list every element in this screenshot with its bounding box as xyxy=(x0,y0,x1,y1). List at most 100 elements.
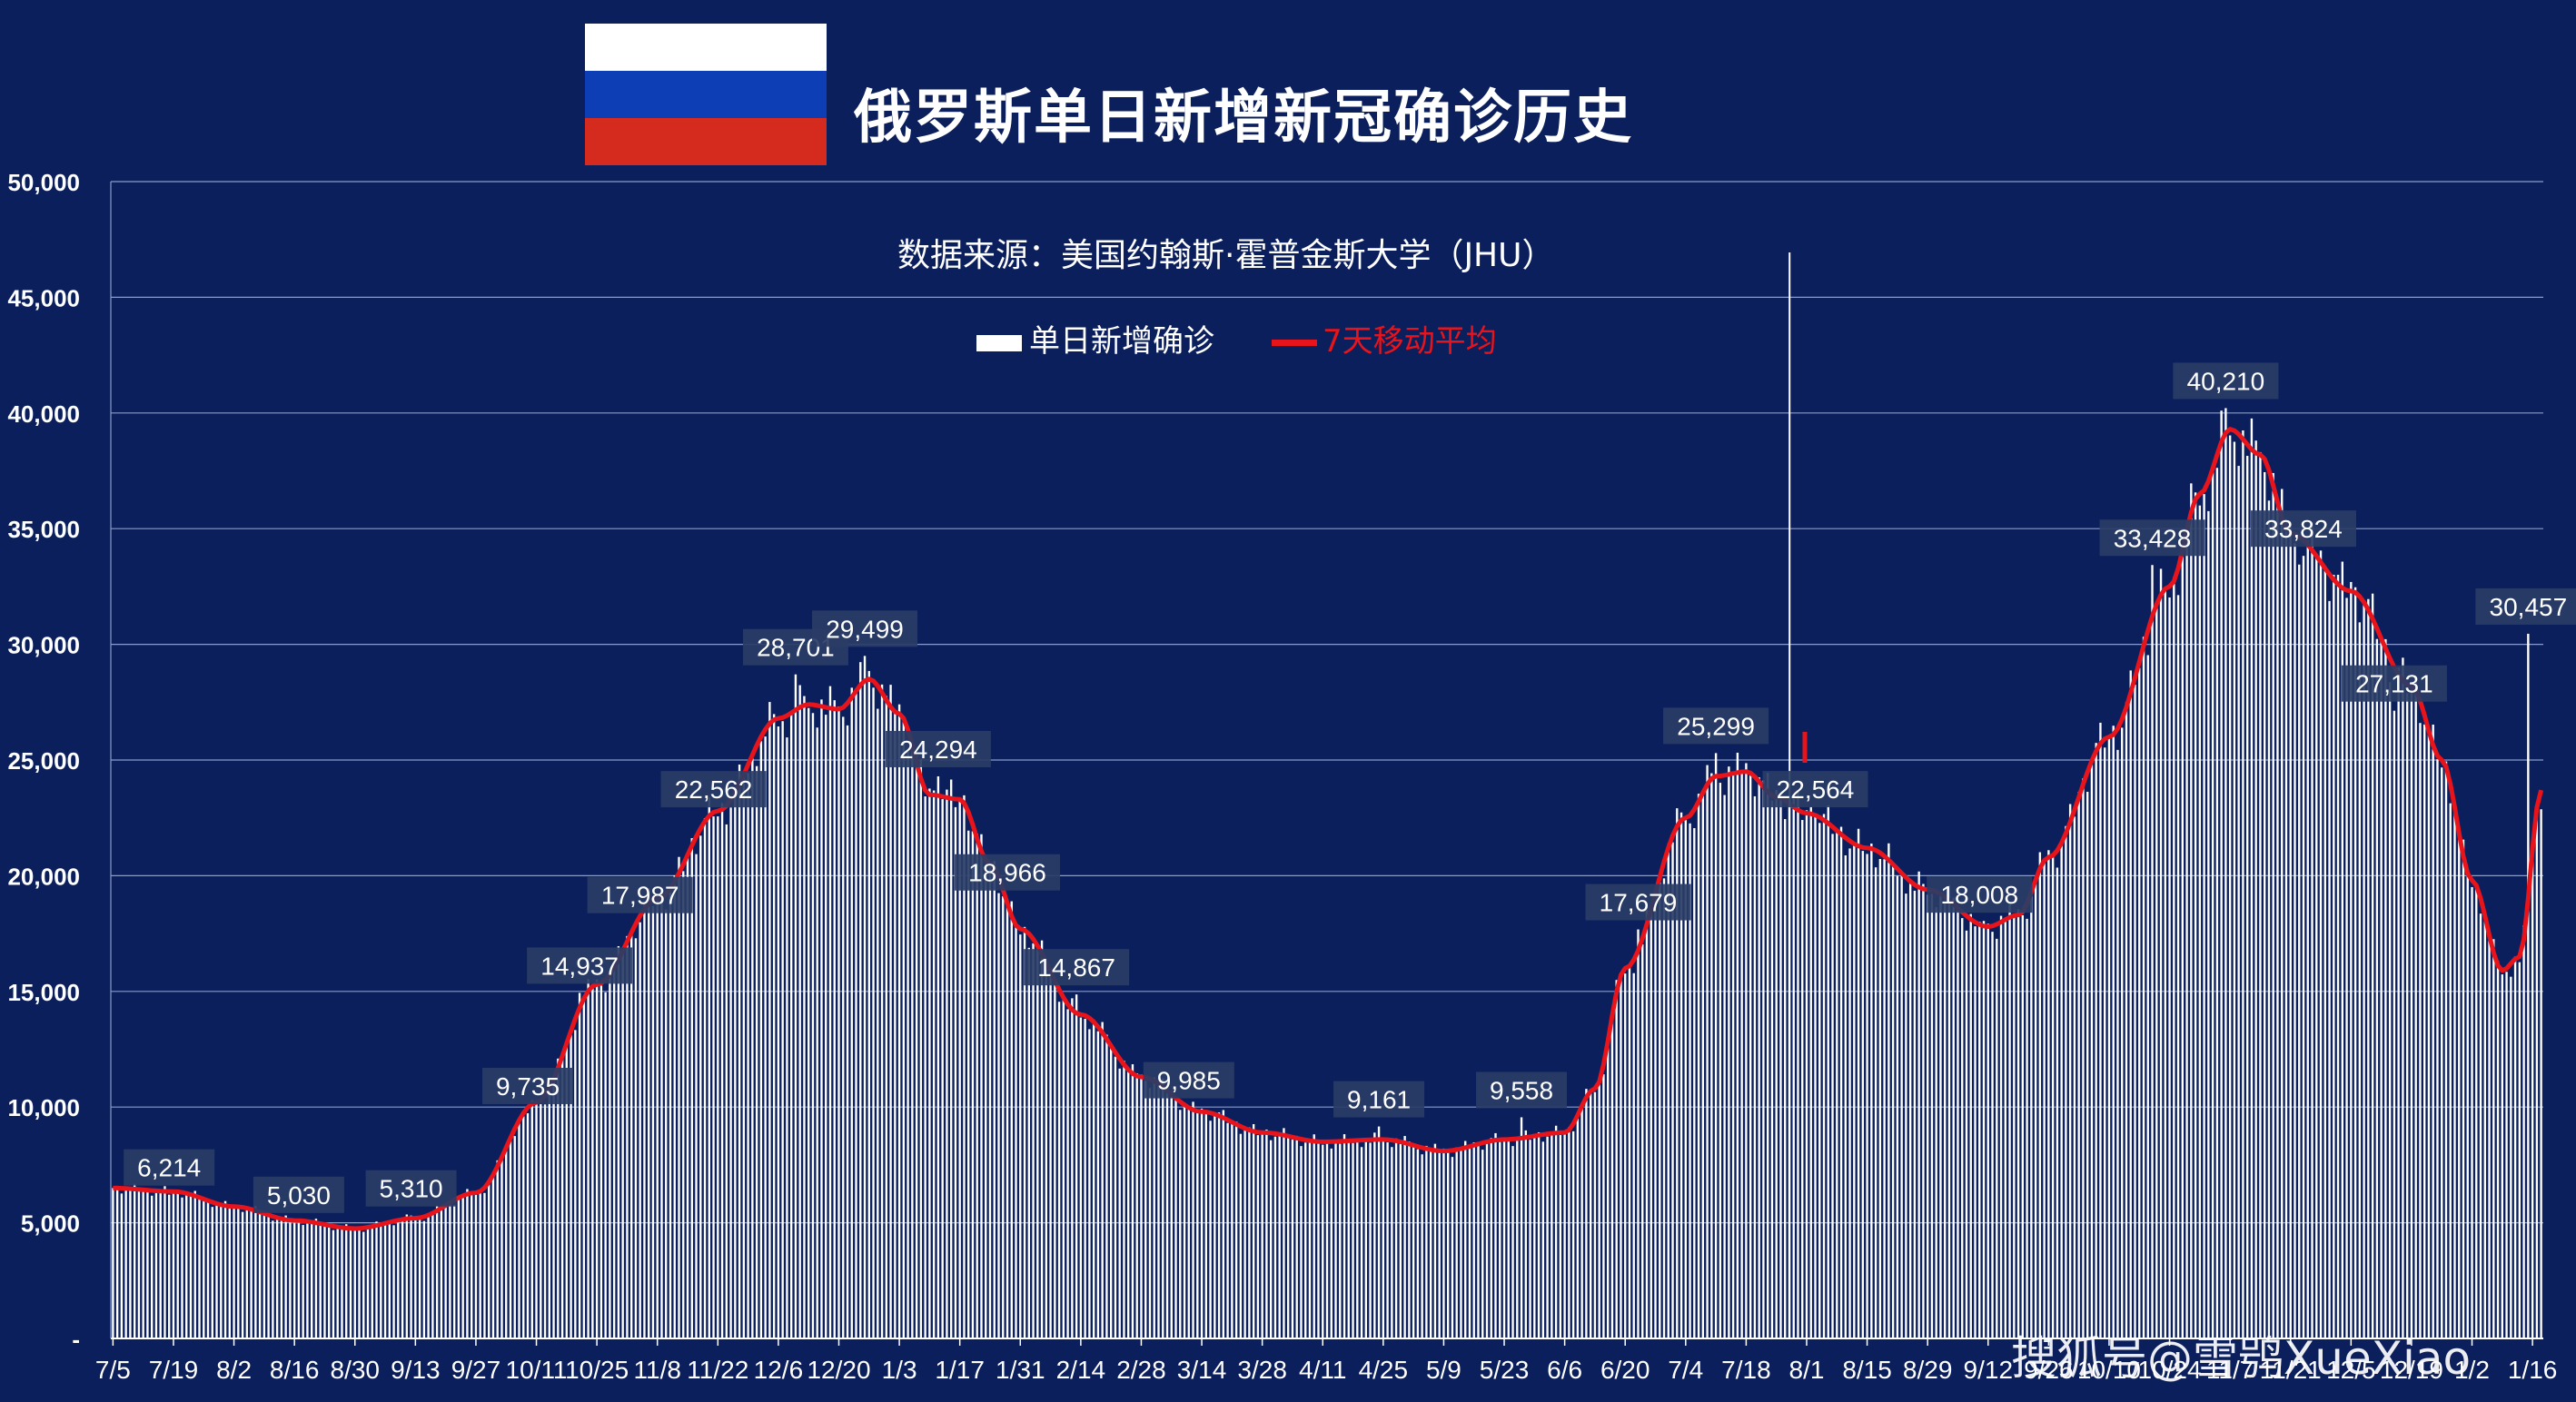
x-tick-label: 9/12 xyxy=(1964,1356,2014,1384)
daily-case-bar xyxy=(1287,1138,1290,1338)
daily-case-bar xyxy=(1529,1140,1531,1338)
daily-case-bar xyxy=(2276,506,2279,1338)
daily-case-bar xyxy=(936,775,940,1338)
daily-case-bar xyxy=(1148,1088,1152,1338)
daily-case-bar xyxy=(1969,913,1972,1338)
daily-case-bar xyxy=(115,1185,119,1338)
daily-case-bar xyxy=(863,656,867,1338)
daily-case-bar xyxy=(1593,1091,1597,1338)
x-tick-label: 3/14 xyxy=(1177,1356,1227,1384)
daily-case-bar xyxy=(383,1222,387,1338)
daily-case-bar xyxy=(1957,909,1959,1338)
daily-case-bar xyxy=(1187,1107,1190,1338)
daily-case-bar xyxy=(1598,1080,1600,1338)
daily-case-bar xyxy=(2220,410,2223,1338)
daily-case-bar xyxy=(1256,1135,1260,1338)
x-tick-label: 10/24 xyxy=(2138,1356,2202,1384)
data-label: 33,824 xyxy=(2264,515,2343,543)
daily-case-bar xyxy=(1386,1142,1389,1338)
daily-case-bar xyxy=(2306,540,2309,1338)
daily-case-bar xyxy=(2336,574,2340,1338)
daily-case-bar xyxy=(880,684,884,1338)
daily-case-bar xyxy=(2211,468,2214,1338)
daily-case-bar xyxy=(2284,522,2288,1338)
daily-case-bar xyxy=(2047,850,2050,1338)
daily-case-bar xyxy=(375,1221,378,1338)
daily-case-bar xyxy=(401,1218,404,1338)
daily-case-bar xyxy=(2384,638,2387,1338)
daily-case-bar xyxy=(392,1225,395,1338)
daily-case-bar xyxy=(1416,1149,1420,1338)
daily-case-bar xyxy=(2168,597,2171,1338)
daily-case-bar xyxy=(2267,500,2271,1338)
daily-case-bar xyxy=(272,1220,274,1338)
daily-case-bar xyxy=(267,1217,270,1338)
daily-case-bar xyxy=(924,796,926,1338)
daily-case-bar xyxy=(2181,557,2185,1338)
daily-case-bar xyxy=(414,1219,417,1338)
daily-case-bar xyxy=(897,704,901,1338)
daily-case-bar xyxy=(1930,894,1934,1338)
daily-case-bar xyxy=(1836,833,1838,1338)
daily-case-bar xyxy=(1857,828,1860,1338)
x-tick-label: 8/29 xyxy=(1903,1356,1953,1384)
daily-case-bar xyxy=(1019,934,1022,1338)
daily-case-bar xyxy=(2466,872,2469,1338)
daily-case-bar xyxy=(1342,1134,1346,1338)
daily-case-bar xyxy=(1252,1123,1255,1338)
daily-case-bar xyxy=(220,1207,223,1338)
daily-case-bar xyxy=(1520,1117,1523,1338)
daily-case-bar xyxy=(1334,1142,1337,1338)
daily-case-bar xyxy=(1814,816,1817,1338)
daily-case-bar xyxy=(1546,1136,1549,1338)
daily-case-bar xyxy=(2505,972,2508,1338)
daily-case-bar xyxy=(656,894,659,1338)
x-tick-label: 10/25 xyxy=(565,1356,629,1384)
daily-case-bar xyxy=(2173,577,2175,1338)
daily-case-bar xyxy=(310,1221,313,1338)
daily-case-bar xyxy=(1243,1130,1246,1338)
daily-case-bar xyxy=(1978,922,1981,1338)
daily-case-bar xyxy=(2008,903,2011,1338)
daily-case-bar xyxy=(466,1189,469,1338)
daily-case-bar xyxy=(734,795,737,1338)
y-tick-label: 40,000 xyxy=(7,400,80,428)
x-tick-label: 11/21 xyxy=(2260,1356,2322,1384)
daily-case-bar xyxy=(1516,1140,1519,1338)
daily-case-bar xyxy=(2294,543,2296,1338)
data-label-box xyxy=(955,854,1061,891)
daily-case-bar xyxy=(1831,834,1834,1338)
daily-case-bar xyxy=(2065,825,2067,1338)
daily-case-bar xyxy=(1499,1141,1501,1338)
daily-case-bar xyxy=(2004,920,2006,1338)
daily-case-bar xyxy=(488,1182,490,1338)
daily-case-bar xyxy=(2129,670,2132,1338)
daily-case-bar xyxy=(1382,1140,1385,1338)
daily-case-bar xyxy=(2333,575,2335,1338)
daily-case-bar xyxy=(604,992,607,1338)
daily-case-bar xyxy=(1779,795,1782,1338)
daily-case-bar xyxy=(341,1226,343,1338)
daily-case-bar xyxy=(609,971,611,1338)
daily-case-bar xyxy=(699,835,702,1338)
x-tick-label: 8/15 xyxy=(1842,1356,1892,1384)
daily-case-bar xyxy=(1749,775,1752,1338)
daily-case-bar xyxy=(2164,589,2166,1338)
daily-case-bar xyxy=(2095,743,2097,1338)
daily-case-bar xyxy=(2345,597,2348,1338)
daily-case-bar xyxy=(2030,887,2033,1338)
daily-case-bar xyxy=(889,685,892,1338)
daily-case-bar xyxy=(587,978,590,1338)
daily-case-bar xyxy=(1944,903,1947,1338)
daily-case-bar xyxy=(786,737,788,1338)
daily-case-bar xyxy=(988,867,992,1338)
daily-case-bar xyxy=(1844,854,1847,1338)
russia-flag-icon xyxy=(585,24,827,165)
daily-case-bar xyxy=(1291,1139,1294,1338)
daily-case-bar xyxy=(1451,1157,1454,1338)
daily-case-bar xyxy=(1671,842,1674,1338)
daily-case-bar xyxy=(1231,1121,1234,1338)
daily-case-bar xyxy=(1667,843,1669,1338)
daily-case-bar xyxy=(855,693,857,1338)
data-label: 17,679 xyxy=(1600,889,1678,917)
